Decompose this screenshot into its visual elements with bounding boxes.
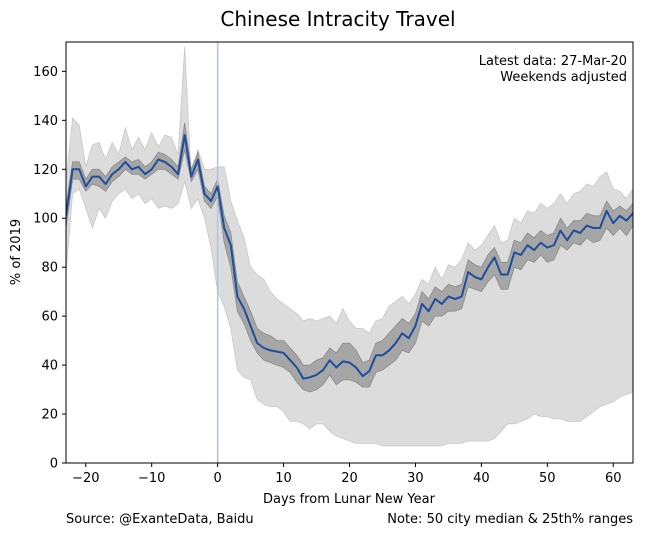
median-series-line xyxy=(66,134,633,380)
range-note: Note: 50 city median & 25th% ranges xyxy=(387,512,633,527)
x-axis-label: Days from Lunar New Year xyxy=(263,492,436,507)
y-tick-label: 120 xyxy=(33,163,58,178)
x-tick-label: 60 xyxy=(605,471,622,486)
x-tick-label: 10 xyxy=(275,471,292,486)
source-note: Source: @ExanteData, Baidu xyxy=(66,512,254,527)
x-tick-label: 50 xyxy=(539,471,556,486)
y-axis-ticks: 0 20 40 60 80 100 120 140 160 xyxy=(33,65,66,472)
y-tick-label: 100 xyxy=(33,212,58,227)
x-tick-label: 0 xyxy=(213,471,221,486)
outer-range-band xyxy=(66,46,633,447)
x-tick-label: −20 xyxy=(72,471,99,486)
inner-range-band xyxy=(66,122,633,393)
weekends-adjusted-annotation: Weekends adjusted xyxy=(500,70,627,85)
y-tick-label: 140 xyxy=(33,114,58,129)
y-tick-label: 20 xyxy=(41,408,58,423)
chart-title: Chinese Intracity Travel xyxy=(220,7,455,31)
x-tick-label: 40 xyxy=(473,471,490,486)
y-tick-label: 40 xyxy=(41,359,58,374)
x-tick-label: −10 xyxy=(138,471,165,486)
x-tick-label: 30 xyxy=(407,471,424,486)
y-tick-label: 80 xyxy=(41,261,58,276)
y-tick-label: 60 xyxy=(41,310,58,325)
y-tick-label: 160 xyxy=(33,65,58,80)
x-tick-label: 20 xyxy=(341,471,358,486)
y-axis-label: % of 2019 xyxy=(9,219,24,285)
latest-data-annotation: Latest data: 27-Mar-20 xyxy=(479,54,627,69)
x-axis-ticks: −20 −10 0 10 20 30 40 50 60 xyxy=(72,463,621,486)
y-tick-label: 0 xyxy=(50,457,58,472)
